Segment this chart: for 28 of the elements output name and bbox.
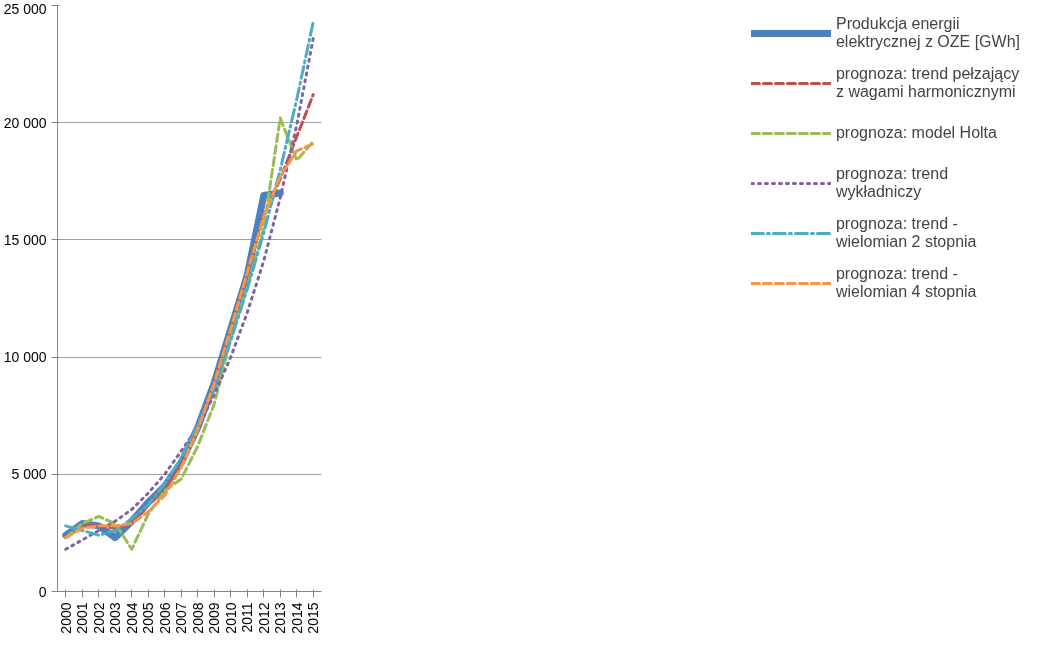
x-tick-label: 2002 — [90, 602, 107, 634]
legend-label: Produkcja energii elektrycznej z OZE [GWh] — [835, 15, 1020, 51]
x-tick-label: 2007 — [173, 602, 190, 634]
y-tick-label: 5 000 — [11, 466, 47, 483]
x-tick-label: 2008 — [189, 602, 206, 634]
x-tick-label: 2000 — [57, 602, 74, 634]
legend-label: prognoza: trend - wielomian 2 stopnia — [835, 215, 977, 251]
x-tick-label: 2009 — [206, 602, 223, 634]
x-tick-label: 2014 — [288, 602, 305, 634]
x-tick-label: 2005 — [140, 602, 157, 634]
x-tick-label: 2004 — [123, 602, 140, 634]
x-tick-label: 2011 — [239, 602, 256, 633]
x-tick-label: 2003 — [107, 602, 124, 634]
x-tick-label: 2006 — [156, 602, 173, 634]
x-tick-label: 2015 — [305, 602, 322, 634]
y-tick-label: 25 000 — [3, 0, 47, 17]
y-tick-label: 0 — [38, 583, 47, 600]
y-tick-label: 15 000 — [3, 231, 47, 248]
y-tick-label: 10 000 — [3, 349, 47, 366]
legend-label: prognoza: trend wykładniczy — [835, 165, 949, 201]
legend-label: prognoza: trend - wielomian 4 stopnia — [835, 265, 977, 301]
legend-label: prognoza: model Holta — [835, 123, 997, 143]
x-tick-label: 2013 — [272, 602, 289, 634]
legend-label: prognoza: trend pełzający z wagami harmonicznymi — [835, 65, 1020, 101]
x-tick-label: 2001 — [74, 602, 91, 634]
x-tick-label: 2012 — [255, 602, 272, 634]
y-tick-label: 20 000 — [3, 114, 47, 131]
x-tick-label: 2010 — [222, 602, 239, 634]
